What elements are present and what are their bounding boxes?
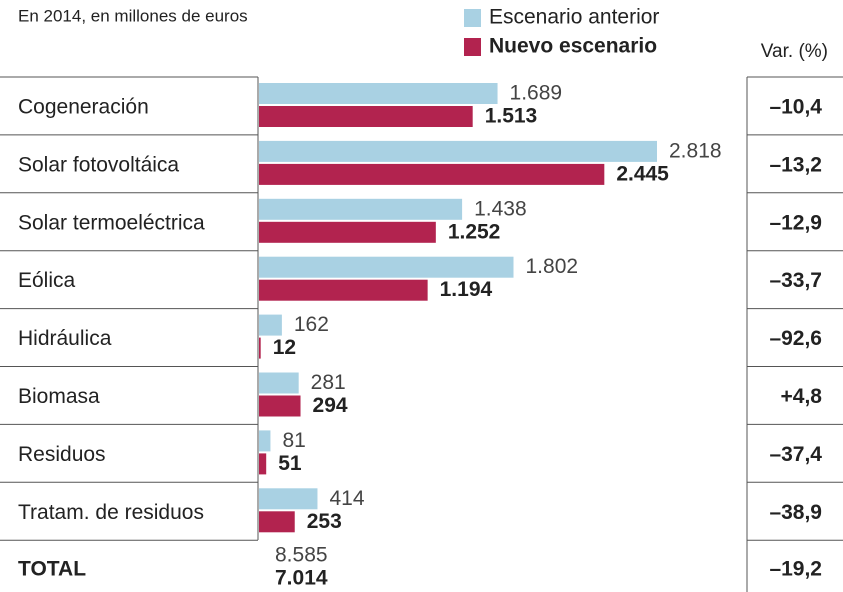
- bar: [259, 430, 271, 452]
- bar: [259, 83, 498, 104]
- total-label: TOTAL: [18, 558, 86, 581]
- legend-label: Nuevo escenario: [489, 35, 657, 58]
- bar: [259, 314, 282, 336]
- variation-label: –38,9: [769, 501, 822, 524]
- value-label: 1.252: [448, 220, 501, 243]
- value-label: 294: [313, 394, 348, 417]
- var-header: Var. (%): [761, 41, 828, 62]
- legend-label: Escenario anterior: [489, 6, 659, 29]
- total-value: 8.585: [275, 544, 328, 567]
- variation-label: –37,4: [769, 443, 822, 466]
- value-label: 1.194: [440, 278, 493, 301]
- category-label: Eólica: [18, 269, 76, 292]
- total-variation: –19,2: [769, 558, 822, 581]
- value-label: 2.818: [669, 139, 722, 162]
- bar: [259, 256, 514, 278]
- value-label: 2.445: [616, 162, 669, 185]
- subtitle: En 2014, en millones de euros: [18, 6, 248, 25]
- category-label: Solar termoeléctrica: [18, 211, 205, 234]
- variation-label: –10,4: [769, 95, 822, 118]
- variation-label: +4,8: [781, 385, 823, 408]
- category-label: Solar fotovoltáica: [18, 153, 179, 176]
- bar: [259, 488, 318, 510]
- bar: [259, 279, 428, 301]
- bar: [259, 511, 295, 533]
- bar: [259, 221, 436, 243]
- value-label: 253: [307, 510, 342, 533]
- value-label: 162: [294, 313, 329, 336]
- bar: [259, 163, 605, 185]
- category-label: Hidráulica: [18, 327, 112, 350]
- variation-label: –13,2: [769, 153, 822, 176]
- legend-swatch: [464, 9, 481, 27]
- total-value: 7.014: [275, 567, 328, 590]
- bar: [259, 395, 301, 417]
- variation-label: –92,6: [769, 327, 822, 350]
- category-label: Tratam. de residuos: [18, 501, 204, 524]
- category-label: Residuos: [18, 443, 106, 466]
- bar: [259, 140, 657, 162]
- value-label: 414: [329, 487, 364, 510]
- value-label: 1.438: [474, 197, 527, 220]
- value-label: 1.513: [485, 105, 538, 128]
- bar: [259, 337, 261, 359]
- bar: [259, 453, 267, 475]
- category-label: Biomasa: [18, 385, 100, 408]
- value-label: 12: [273, 336, 296, 359]
- variation-label: –12,9: [769, 211, 822, 234]
- bar: [259, 198, 463, 220]
- value-label: 281: [311, 371, 346, 394]
- value-label: 51: [278, 452, 302, 475]
- category-label: Cogeneración: [18, 95, 149, 118]
- value-label: 1.802: [526, 255, 579, 278]
- bar: [259, 372, 299, 394]
- value-label: 81: [282, 429, 305, 452]
- bar: [259, 106, 473, 127]
- variation-label: –33,7: [769, 269, 822, 292]
- legend-swatch: [464, 38, 481, 56]
- value-label: 1.689: [510, 82, 563, 105]
